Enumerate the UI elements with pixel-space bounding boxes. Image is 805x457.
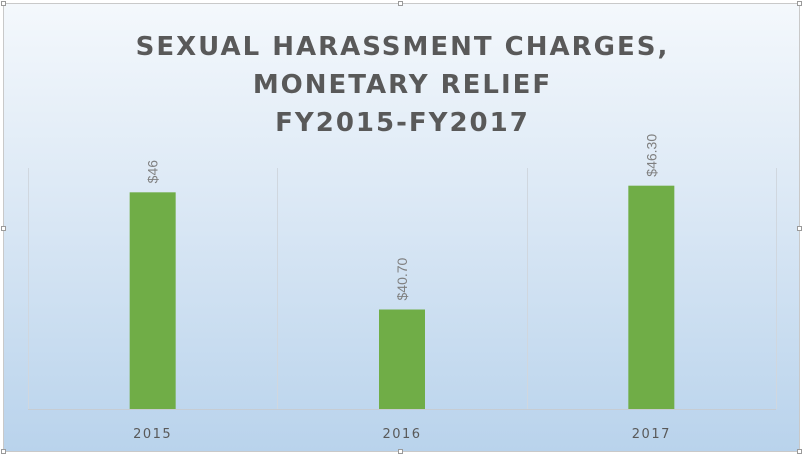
data-label-2017: $46.30 bbox=[643, 134, 659, 177]
bar-2016[interactable] bbox=[379, 309, 425, 409]
x-tick-label-2016: 2016 bbox=[382, 427, 421, 442]
resize-handle-middle-right[interactable] bbox=[797, 226, 802, 231]
data-label-2015: $46 bbox=[145, 160, 161, 184]
resize-handle-top-right[interactable] bbox=[797, 1, 802, 6]
chart-title: SEXUAL HARASSMENT CHARGES, MONETARY RELI… bbox=[0, 28, 805, 142]
chart-title-line-3: FY2015-FY2017 bbox=[275, 108, 530, 138]
x-tick-label-2017: 2017 bbox=[632, 427, 671, 442]
resize-handle-top-center[interactable] bbox=[398, 1, 403, 6]
resize-handle-top-left[interactable] bbox=[1, 1, 6, 6]
resize-handle-bottom-right[interactable] bbox=[797, 449, 802, 454]
bar-2015[interactable] bbox=[129, 192, 176, 409]
data-label-2016: $40.70 bbox=[394, 257, 410, 300]
resize-handle-bottom-center[interactable] bbox=[398, 449, 403, 454]
resize-handle-bottom-left[interactable] bbox=[1, 449, 6, 454]
chart-title-line-1: SEXUAL HARASSMENT CHARGES, bbox=[135, 32, 670, 62]
x-tick-label-2015: 2015 bbox=[133, 427, 172, 442]
bar-2017[interactable] bbox=[628, 185, 675, 409]
resize-handle-middle-left[interactable] bbox=[1, 226, 6, 231]
chart-title-line-2: MONETARY RELIEF bbox=[252, 70, 553, 100]
